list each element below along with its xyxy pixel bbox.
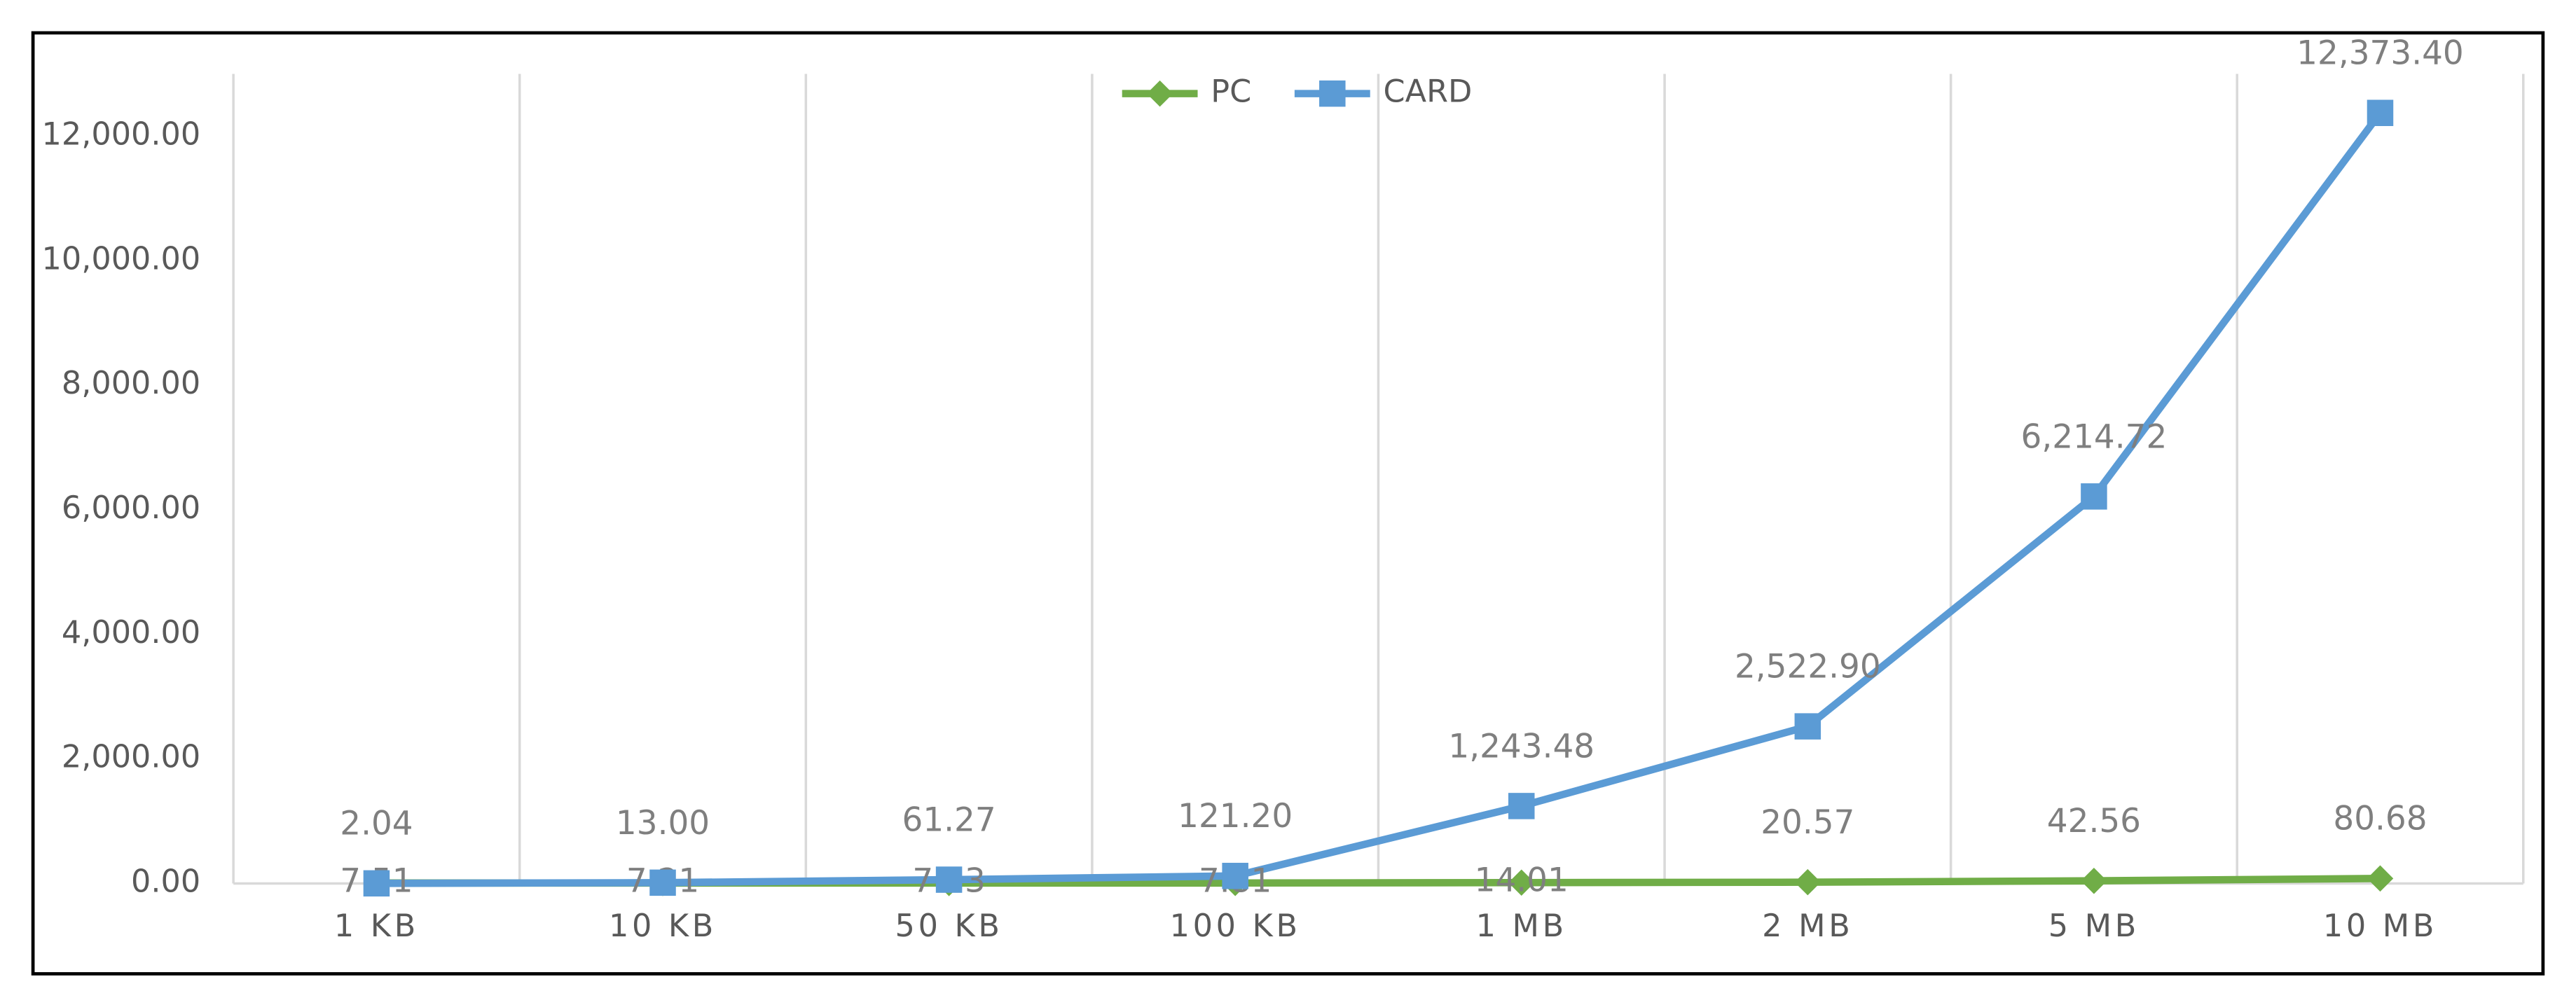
- legend-label: CARD: [1383, 74, 1472, 110]
- x-tick-label: 10 MB: [2323, 908, 2437, 944]
- x-tick-label: 1 MB: [1476, 908, 1567, 944]
- chart-border: [31, 31, 2545, 976]
- data-label: 1,243.48: [1448, 727, 1594, 765]
- marker: [1508, 793, 1535, 819]
- data-label: 20.57: [1761, 803, 1854, 842]
- line: [376, 111, 2383, 887]
- marker: [1508, 869, 1535, 896]
- marker: [649, 869, 676, 896]
- x-tick-label: 2 MB: [1762, 908, 1853, 944]
- y-tick-label: 10,000.00: [42, 240, 201, 277]
- data-label: 61.27: [902, 800, 996, 839]
- x-tick-label: 10 KB: [609, 908, 717, 944]
- y-tick-label: 0.00: [131, 863, 200, 899]
- data-label: 14.01: [1475, 861, 1569, 900]
- marker: [1319, 80, 1346, 107]
- y-tick-label: 2,000.00: [62, 739, 200, 775]
- data-label: 6,214.72: [2021, 417, 2168, 456]
- data-label: 121.20: [1178, 797, 1293, 836]
- data-label: 42.56: [2047, 802, 2141, 840]
- x-tick-label: 5 MB: [2048, 908, 2140, 944]
- y-tick-label: 12,000.00: [42, 116, 201, 152]
- marker: [363, 870, 390, 897]
- y-tick-label: 6,000.00: [62, 490, 200, 526]
- data-label: 13.00: [616, 804, 710, 843]
- x-tick-label: 50 KB: [895, 908, 1003, 944]
- y-tick-label: 4,000.00: [62, 614, 200, 651]
- legend-label: PC: [1211, 74, 1251, 110]
- data-label: 80.68: [2333, 800, 2427, 838]
- marker: [1794, 868, 1821, 896]
- data-label: 2.04: [340, 805, 413, 843]
- marker: [1222, 862, 1248, 889]
- data-label: 12,373.40: [2296, 34, 2464, 73]
- data-label: 2,522.90: [1735, 648, 1881, 686]
- marker: [2081, 483, 2107, 510]
- marker: [1146, 80, 1173, 107]
- x-tick-label: 1 KB: [334, 908, 419, 944]
- marker: [2367, 99, 2394, 126]
- x-tick-label: 100 KB: [1170, 908, 1301, 944]
- y-tick-label: 8,000.00: [62, 365, 200, 401]
- marker: [935, 866, 963, 893]
- marker: [1794, 713, 1821, 740]
